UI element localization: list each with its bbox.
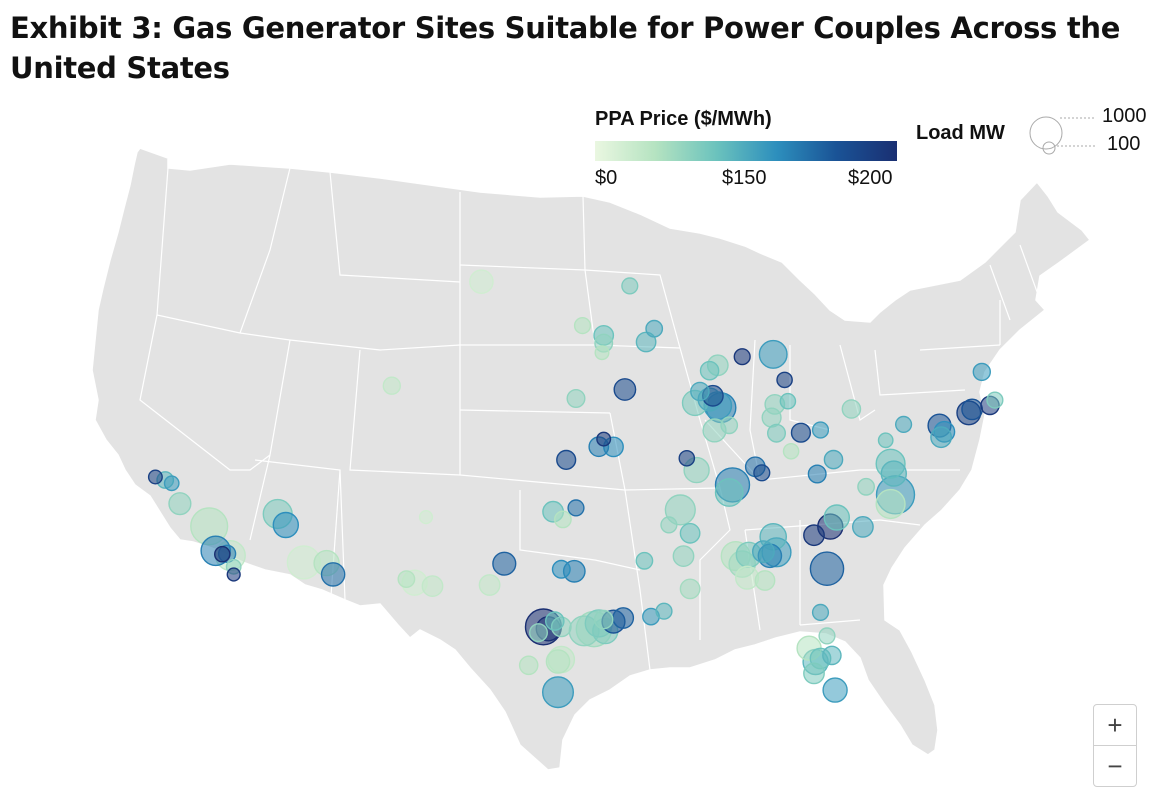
site-TN-2[interactable]: [660, 516, 678, 534]
site-IN-1[interactable]: [720, 416, 739, 435]
site-WI-2[interactable]: [699, 360, 720, 381]
site-IL-5[interactable]: [690, 381, 710, 402]
load-legend-title: Load MW: [916, 122, 1005, 144]
site-FL-4[interactable]: [822, 645, 842, 666]
legend-circle-1000: [1029, 116, 1063, 150]
site-OK-1[interactable]: [554, 510, 572, 529]
site-VT-1[interactable]: [972, 362, 991, 382]
site-LA-2[interactable]: [655, 602, 673, 620]
site-WV-1[interactable]: [823, 449, 844, 470]
site-IL-8[interactable]: [678, 449, 696, 467]
site-FL-1[interactable]: [818, 627, 836, 645]
site-NC-2[interactable]: [823, 504, 850, 531]
site-KY-4[interactable]: [753, 464, 771, 482]
site-FL-7[interactable]: [822, 677, 848, 703]
site-GA-5[interactable]: [754, 570, 776, 591]
site-OH-4[interactable]: [779, 392, 797, 410]
site-OH-7[interactable]: [782, 442, 800, 460]
site-MI-2[interactable]: [758, 339, 788, 369]
site-NY-3[interactable]: [930, 426, 952, 449]
site-MI-1[interactable]: [733, 348, 751, 366]
site-GA-6[interactable]: [811, 603, 830, 622]
site-CA-central1[interactable]: [168, 492, 192, 516]
site-NM-1[interactable]: [418, 509, 434, 525]
site-MI-3[interactable]: [776, 371, 793, 389]
site-AZ-3[interactable]: [320, 562, 346, 587]
site-KS-1[interactable]: [556, 449, 577, 470]
site-ND-west[interactable]: [469, 269, 494, 295]
load-label-1000: 1000: [1102, 105, 1147, 127]
site-TX-rgv[interactable]: [542, 676, 575, 709]
site-CA-la2[interactable]: [213, 545, 231, 563]
site-SC-2[interactable]: [803, 524, 825, 547]
load-label-100: 100: [1107, 133, 1141, 155]
site-TX-dfw1[interactable]: [551, 559, 571, 579]
price-legend-title: PPA Price ($/MWh): [595, 108, 772, 130]
site-TX-ccr2[interactable]: [545, 649, 571, 674]
site-MN-north[interactable]: [621, 277, 639, 295]
site-MS-2[interactable]: [679, 578, 701, 600]
site-TX-lrd[interactable]: [518, 655, 539, 676]
price-tick-200: $200: [848, 167, 893, 189]
site-WY-1[interactable]: [382, 376, 401, 395]
site-TX-aus4[interactable]: [545, 611, 565, 631]
site-KS-2[interactable]: [596, 431, 612, 447]
price-tick-150: $150: [722, 167, 767, 189]
zoom-out-button[interactable]: −: [1093, 745, 1137, 787]
generator-sites[interactable]: [147, 269, 1004, 709]
site-TX-w1[interactable]: [478, 574, 501, 596]
site-MN-south[interactable]: [594, 345, 610, 361]
site-MN-e1[interactable]: [645, 319, 664, 338]
price-gradient-bar: [595, 141, 897, 161]
site-NV-2[interactable]: [272, 511, 299, 539]
us-outline: [91, 147, 1092, 771]
zoom-in-button[interactable]: +: [1093, 704, 1137, 746]
us-land: [91, 147, 1092, 771]
site-CT-2[interactable]: [961, 398, 983, 421]
site-NM-3[interactable]: [397, 570, 416, 588]
site-VA-4[interactable]: [875, 488, 906, 520]
site-OH-3[interactable]: [767, 423, 787, 443]
state-borders: [139, 167, 1041, 671]
site-NM-4[interactable]: [421, 575, 444, 597]
site-IA-1[interactable]: [613, 378, 637, 401]
site-NE-1[interactable]: [566, 389, 586, 409]
site-MS-1[interactable]: [672, 545, 695, 567]
site-OH-5[interactable]: [790, 422, 811, 443]
site-MN-sw[interactable]: [573, 317, 592, 335]
site-TX-hou6[interactable]: [612, 607, 635, 629]
site-WV-2[interactable]: [807, 464, 827, 484]
site-PA-3[interactable]: [894, 415, 913, 434]
site-TX-n1[interactable]: [492, 551, 517, 576]
load-legend-circles: [1029, 116, 1095, 155]
site-CA-north1[interactable]: [147, 469, 163, 485]
site-OK-3[interactable]: [567, 499, 585, 517]
site-OH-6[interactable]: [811, 421, 830, 439]
site-FL-6[interactable]: [803, 662, 825, 685]
price-tick-0: $0: [595, 167, 618, 189]
legend-circle-100: [1042, 141, 1056, 155]
site-NC-3[interactable]: [852, 516, 874, 538]
site-AR-1[interactable]: [635, 551, 654, 570]
site-KY-2[interactable]: [714, 478, 744, 507]
site-GA-1[interactable]: [752, 540, 775, 563]
site-TX-aus3[interactable]: [529, 623, 549, 643]
site-MA-2[interactable]: [986, 391, 1004, 409]
site-PA-2[interactable]: [877, 432, 894, 449]
site-VA-5[interactable]: [857, 477, 875, 496]
site-SC-1[interactable]: [809, 551, 845, 587]
exhibit-title: Exhibit 3: Gas Generator Sites Suitable …: [10, 11, 1121, 85]
site-VA-2[interactable]: [880, 460, 907, 487]
site-TN-3[interactable]: [679, 522, 701, 544]
site-CA-sd2[interactable]: [226, 567, 241, 582]
site-TX-hou7[interactable]: [593, 609, 614, 630]
site-PA-1[interactable]: [841, 399, 862, 419]
site-CA-north3[interactable]: [163, 475, 180, 492]
